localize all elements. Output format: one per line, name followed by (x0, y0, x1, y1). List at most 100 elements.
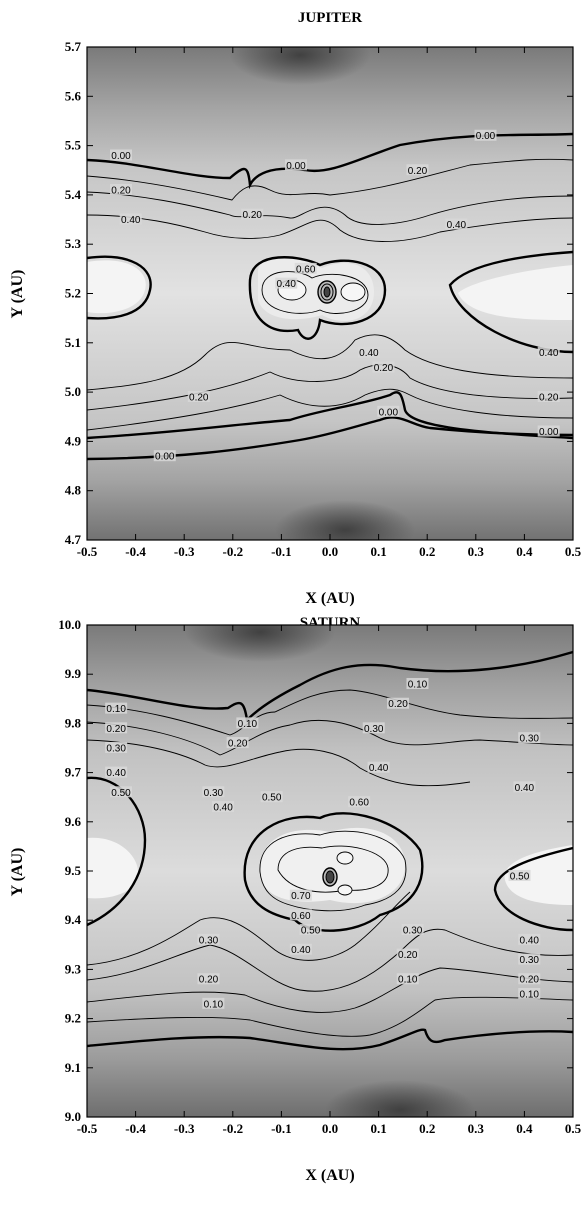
saturn-x-tick-label: -0.3 (174, 1121, 195, 1136)
saturn-contour-label: 0.30 (403, 926, 423, 937)
saturn-contour-label: 0.10 (238, 719, 258, 730)
jupiter-contour-0.20-upper (87, 158, 573, 201)
jupiter-contour-labels: 0.00 0.00 0.00 0.20 0.20 0.20 0.40 0.40 0.60 0.40… (110, 129, 560, 463)
saturn-contour-0.10-upper (87, 650, 573, 723)
saturn-x-tick-label: -0.5 (77, 1121, 98, 1136)
saturn-contour-label: 0.50 (510, 871, 530, 882)
saturn-contour-label: 0.20 (106, 724, 126, 735)
saturn-contour-0.10-bottom (87, 1028, 573, 1051)
saturn-contour-label: 0.30 (199, 935, 219, 946)
jupiter-contour-label: 0.40 (121, 215, 141, 226)
saturn-dark-region-bottom (325, 1080, 475, 1117)
jupiter-x-tick-label: -0.2 (223, 544, 244, 559)
jupiter-x-tick-label: -0.3 (174, 544, 195, 559)
saturn-contour-label-bg (202, 997, 225, 1009)
jupiter-y-tick-label: 5.6 (65, 88, 82, 103)
saturn-x-tick-label: 0.2 (419, 1121, 435, 1136)
saturn-contour-0.30-upper (87, 719, 573, 756)
saturn-contour-label: 0.50 (111, 788, 131, 799)
saturn-contour-label-bg (197, 973, 220, 985)
jupiter-x-tick-label: -0.5 (77, 544, 98, 559)
jupiter-y-tick-label: 5.1 (65, 335, 81, 350)
saturn-contour-label-bg (396, 973, 419, 985)
saturn-contour-0.70-core (277, 845, 389, 893)
saturn-panel: SATURN (9, 615, 582, 1184)
saturn-contour-labels: 0.100.200.300.400.500.100.200.300.400.50… (105, 678, 541, 1010)
saturn-contour-label-bg (508, 869, 531, 881)
jupiter-contour-label-bg (474, 129, 497, 141)
jupiter-tadpole-right (458, 265, 573, 320)
jupiter-contour-label-bg (275, 277, 298, 289)
saturn-contour-label: 0.30 (106, 744, 126, 755)
jupiter-y-tick-label: 4.8 (65, 483, 82, 498)
saturn-y-ticks: 9.0 9.1 9.2 9.3 9.4 9.5 9.6 9.7 9.8 9.9 10.0 (58, 617, 573, 1124)
saturn-y-tick-label: 9.1 (65, 1060, 81, 1075)
jupiter-contour-label: 0.40 (359, 348, 379, 359)
saturn-contour-label: 0.40 (520, 935, 540, 946)
jupiter-contour-label-bg (110, 183, 133, 195)
saturn-contour-label-bg (197, 933, 220, 945)
jupiter-tadpole-left (87, 260, 146, 314)
saturn-contour-label-bg (518, 973, 541, 985)
saturn-contour-label-bg (289, 943, 312, 955)
jupiter-dark-region-top (230, 47, 370, 85)
saturn-planet-marker (322, 867, 338, 887)
jupiter-y-axis-label: Y (AU) (9, 270, 26, 319)
jupiter-contour-label: 0.00 (111, 151, 131, 162)
saturn-contour-label-bg (367, 761, 390, 773)
jupiter-contour-label-bg (537, 425, 560, 437)
jupiter-x-tick-label: 0.3 (468, 544, 485, 559)
saturn-x-tick-label: 0.4 (516, 1121, 533, 1136)
saturn-x-tick-label: 0.5 (565, 1121, 582, 1136)
jupiter-contour-label-bg (119, 213, 142, 225)
jupiter-contour-label-bg (537, 346, 560, 358)
saturn-y-tick-label: 9.9 (65, 666, 82, 681)
saturn-contour-label: 0.20 (520, 975, 540, 986)
saturn-tadpole-left (87, 837, 139, 899)
saturn-contour-label: 0.20 (388, 699, 408, 710)
saturn-contour-label: 0.20 (228, 739, 248, 750)
saturn-contour-label-bg (513, 781, 536, 793)
saturn-contour-label-bg (396, 948, 419, 960)
saturn-contour-label-bg (289, 889, 312, 901)
jupiter-core-region (258, 256, 375, 322)
saturn-x-tick-label: 0.1 (370, 1121, 386, 1136)
saturn-contour-label-bg (299, 924, 322, 936)
saturn-contour-label-bg (110, 786, 133, 798)
jupiter-contour-label: 0.20 (408, 166, 428, 177)
jupiter-panel: JUPITER (9, 10, 582, 607)
saturn-contour-label-bg (105, 766, 128, 778)
saturn-x-tick-label: 0.0 (322, 1121, 338, 1136)
jupiter-contour-label: 0.00 (539, 427, 559, 438)
jupiter-x-tick-label: 0.4 (516, 544, 533, 559)
jupiter-contour-0.20b-upper (87, 191, 573, 225)
jupiter-y-tick-label: 5.7 (65, 39, 82, 54)
saturn-x-tick-label: -0.1 (271, 1121, 292, 1136)
jupiter-contour-0.00-upper (87, 132, 573, 190)
saturn-y-tick-label: 10.0 (58, 617, 81, 632)
jupiter-contour-label: 0.20 (539, 393, 559, 404)
saturn-contour-label-bg (105, 702, 128, 714)
saturn-x-tick-label: -0.4 (125, 1121, 146, 1136)
jupiter-contour-0.00-lower (87, 391, 573, 440)
saturn-contour-0.30-lower (87, 928, 573, 992)
saturn-contour-label-bg (406, 678, 429, 690)
jupiter-contour-label: 0.60 (296, 264, 316, 275)
jupiter-contour-label-bg (445, 218, 468, 230)
saturn-y-axis-label: Y (AU) (9, 848, 26, 897)
saturn-contour-label-bg (289, 909, 312, 921)
saturn-contour-label: 0.10 (408, 680, 428, 691)
jupiter-contour-inner-right (340, 282, 366, 302)
jupiter-contour-label-bg (187, 391, 210, 403)
saturn-contour-label-bg (348, 796, 371, 808)
jupiter-x-tick-label: 0.2 (419, 544, 435, 559)
jupiter-contour-label-bg (110, 149, 133, 161)
saturn-contour-label: 0.70 (291, 891, 311, 902)
saturn-plot-area (87, 625, 573, 1117)
saturn-contour-label: 0.30 (204, 788, 224, 799)
saturn-contour-label: 0.40 (213, 803, 233, 814)
saturn-x-tick-label: 0.3 (468, 1121, 485, 1136)
saturn-x-axis-label: X (AU) (305, 1167, 354, 1184)
saturn-contour-label: 0.20 (398, 950, 418, 961)
jupiter-contour-label: 0.20 (374, 363, 394, 374)
